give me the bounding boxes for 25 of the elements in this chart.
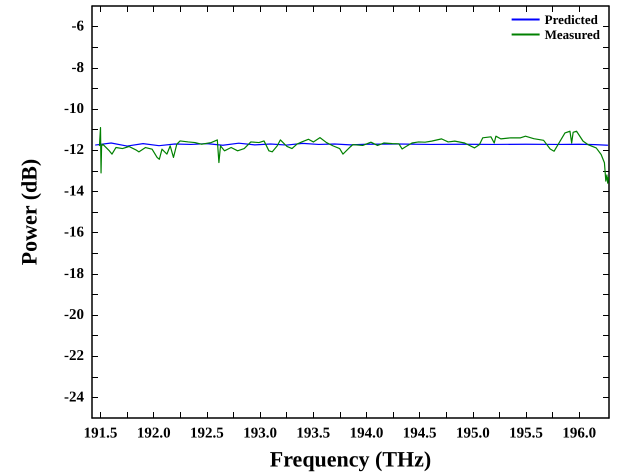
x-tick-label: 195.0 xyxy=(456,426,490,442)
x-axis-title: Frequency (THz) xyxy=(270,446,432,472)
x-tick-label: 195.5 xyxy=(509,426,543,442)
x-tick-label: 196.0 xyxy=(562,426,596,442)
x-tick-label: 194.0 xyxy=(350,426,384,442)
x-tick-label: 193.5 xyxy=(296,426,330,442)
y-tick-label: -8 xyxy=(72,60,84,76)
y-tick-label: -10 xyxy=(64,101,84,117)
y-tick-label: -12 xyxy=(64,142,84,158)
y-tick-label: -16 xyxy=(64,224,84,241)
y-tick-label: -14 xyxy=(64,183,84,200)
legend-label: Measured xyxy=(544,27,601,42)
y-tick-label: -6 xyxy=(72,18,84,35)
y-tick-label: -24 xyxy=(64,389,84,406)
x-tick-label: 194.5 xyxy=(402,426,437,442)
legend-label: Predicted xyxy=(544,12,599,27)
x-tick-label: 193.0 xyxy=(243,426,277,442)
y-axis-title: Power (dB) xyxy=(16,158,42,266)
y-tick-label: -18 xyxy=(64,266,84,282)
y-tick-label: -20 xyxy=(64,307,84,323)
x-tick-label: 191.5 xyxy=(84,426,118,442)
x-tick-label: 192.5 xyxy=(190,426,224,442)
y-tick-label: -22 xyxy=(64,348,84,364)
line-series xyxy=(98,126,610,184)
x-tick-label: 192.0 xyxy=(136,426,171,442)
